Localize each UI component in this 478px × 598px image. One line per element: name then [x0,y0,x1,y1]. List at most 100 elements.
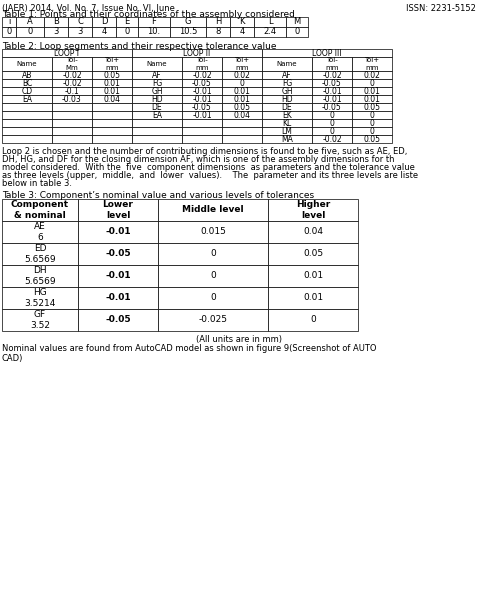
Text: AF: AF [282,71,292,80]
Bar [2,119,52,127]
Bar [262,79,312,87]
Bar [2,199,78,221]
Bar [262,71,312,79]
Text: 2.4: 2.4 [263,28,277,36]
Text: 0.01: 0.01 [364,87,380,96]
Bar [132,103,182,111]
Text: 0.05: 0.05 [233,102,250,111]
Text: DE: DE [152,102,163,111]
Text: i: i [8,17,10,26]
Bar [2,87,52,95]
Bar [52,79,92,87]
Text: FG: FG [282,78,292,87]
Bar [262,103,312,111]
Text: 0.01: 0.01 [234,87,250,96]
Bar [68,27,92,37]
Bar [52,135,92,143]
Text: -0.05: -0.05 [192,102,212,111]
Text: below in table 3.: below in table 3. [2,179,72,188]
Text: 4: 4 [101,28,107,36]
Text: BC: BC [22,78,32,87]
Bar [262,95,312,103]
Text: K: K [239,17,245,26]
Bar [262,87,312,95]
Bar [158,287,268,309]
Text: 0: 0 [210,249,216,258]
Text: 8: 8 [215,28,221,36]
Bar [352,127,392,135]
Bar [2,49,132,57]
Bar [68,17,92,27]
Bar [132,135,182,143]
Text: Middle level: Middle level [182,206,244,215]
Text: Table 2: Loop segments and their respective tolerance value: Table 2: Loop segments and their respect… [2,42,276,51]
Bar [2,265,78,287]
Text: 10.5: 10.5 [179,28,197,36]
Text: 0.01: 0.01 [234,94,250,103]
Bar [92,127,132,135]
Bar [230,17,254,27]
Text: 0.02: 0.02 [234,71,250,80]
Bar [268,221,358,243]
Bar [44,17,68,27]
Bar [352,135,392,143]
Text: AE
6: AE 6 [34,222,46,242]
Text: MA: MA [281,135,293,144]
Text: 0: 0 [329,127,335,136]
Text: ED
5.6569: ED 5.6569 [24,245,56,264]
Bar [312,79,352,87]
Bar [52,95,92,103]
Bar [262,135,312,143]
Bar [78,199,158,221]
Bar [312,95,352,103]
Bar [2,287,78,309]
Bar [16,17,44,27]
Bar [312,57,352,71]
Text: Lower
level: Lower level [103,200,133,219]
Bar [52,111,92,119]
Text: Table 3: Component’s nominal value and various levels of tolerances: Table 3: Component’s nominal value and v… [2,191,314,200]
Text: -0.02: -0.02 [62,71,82,80]
Bar [132,71,182,79]
Text: as three levels (upper,  middle,  and  lower  values).    The  parameter and its: as three levels (upper, middle, and lowe… [2,171,418,180]
Bar [268,243,358,265]
Text: Nominal values are found from AutoCAD model as shown in figure 9(Screenshot of A: Nominal values are found from AutoCAD mo… [2,344,377,364]
Bar [312,111,352,119]
Text: LOOP I: LOOP I [54,48,79,57]
Bar [182,57,222,71]
Bar [92,17,116,27]
Text: 0.01: 0.01 [104,87,120,96]
Bar [92,135,132,143]
Bar [132,49,262,57]
Bar [158,199,268,221]
Text: HD: HD [281,94,293,103]
Text: 0: 0 [369,118,374,127]
Bar [132,57,182,71]
Bar [92,111,132,119]
Bar [2,243,78,265]
Text: B: B [53,17,59,26]
Text: CD: CD [22,87,33,96]
Text: -0.05: -0.05 [322,78,342,87]
Text: 0.05: 0.05 [363,102,380,111]
Text: Tol-
mm: Tol- mm [325,57,339,71]
Text: Tol-
mm: Tol- mm [195,57,209,71]
Text: DH, HG, and DF for the closing dimension AF, which is one of the assembly dimens: DH, HG, and DF for the closing dimension… [2,155,394,164]
Text: Name: Name [17,61,37,67]
Bar [268,199,358,221]
Text: 0.015: 0.015 [200,227,226,236]
Text: -0.025: -0.025 [198,316,228,325]
Bar [158,243,268,265]
Bar [52,71,92,79]
Text: DE: DE [282,102,293,111]
Bar [92,87,132,95]
Text: 0.01: 0.01 [303,294,323,303]
Text: C: C [77,17,83,26]
Text: 0.01: 0.01 [364,94,380,103]
Bar [206,27,230,37]
Text: Higher
level: Higher level [296,200,330,219]
Bar [262,49,392,57]
Text: GH: GH [281,87,293,96]
Text: Table 1: Points and their coordinates of the assembly considered: Table 1: Points and their coordinates of… [2,10,295,19]
Bar [78,265,158,287]
